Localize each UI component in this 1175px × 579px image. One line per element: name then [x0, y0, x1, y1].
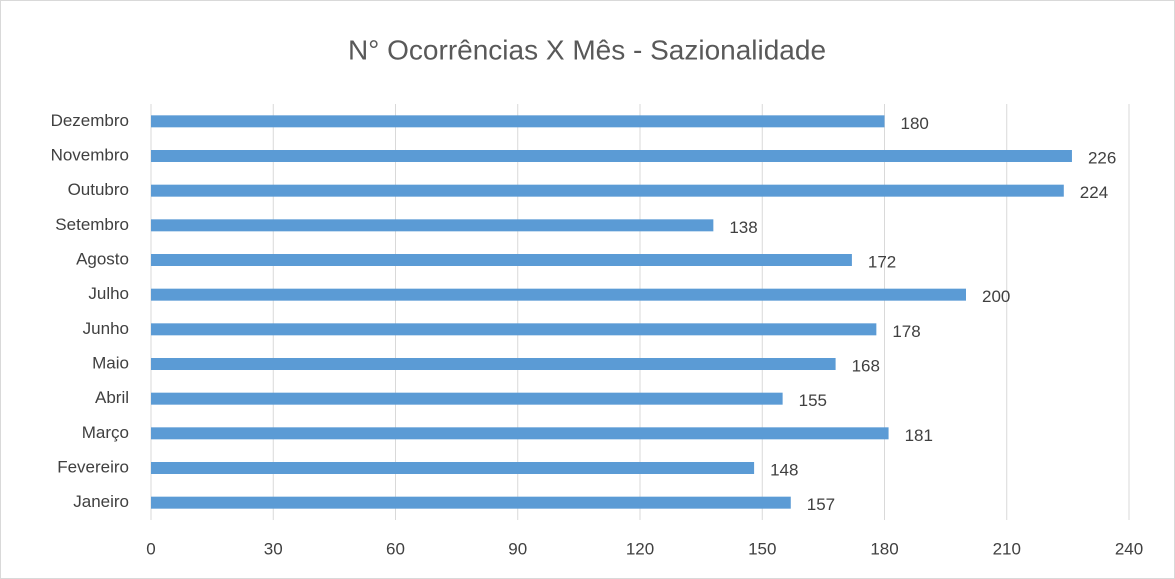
- x-tick-label: 0: [146, 539, 155, 558]
- y-tick-label: Julho: [88, 284, 129, 303]
- x-tick-label: 240: [1115, 539, 1143, 558]
- y-tick-label: Agosto: [76, 249, 129, 268]
- y-tick-label: Abril: [95, 388, 129, 407]
- data-label: 200: [982, 287, 1010, 306]
- y-tick-label: Novembro: [51, 145, 129, 164]
- data-label: 138: [729, 218, 757, 237]
- bar: [151, 288, 966, 301]
- x-tick-label: 150: [748, 539, 776, 558]
- data-label: 178: [892, 322, 920, 341]
- y-tick-label: Outubro: [68, 180, 129, 199]
- y-tick-label: Setembro: [55, 215, 129, 234]
- bar: [151, 358, 836, 370]
- data-label: 180: [901, 114, 929, 133]
- bar: [151, 462, 755, 474]
- y-tick-label: Janeiro: [73, 492, 129, 511]
- bar: [151, 150, 1072, 162]
- data-label: 168: [852, 356, 880, 375]
- data-label: 155: [799, 391, 827, 410]
- bar: [151, 254, 852, 266]
- bar: [151, 323, 877, 336]
- y-tick-label: Fevereiro: [57, 457, 129, 476]
- data-label: 224: [1080, 183, 1108, 202]
- data-label: 148: [770, 460, 798, 479]
- y-tick-label: Dezembro: [51, 111, 129, 130]
- y-tick-label: Junho: [83, 319, 129, 338]
- bar: [151, 496, 791, 509]
- data-label: 157: [807, 495, 835, 514]
- data-label: 226: [1088, 148, 1116, 167]
- x-tick-label: 120: [626, 539, 654, 558]
- chart-title: N° Ocorrências X Mês - Sazionalidade: [348, 34, 826, 65]
- y-tick-label: Março: [82, 423, 129, 442]
- data-label: 172: [868, 252, 896, 271]
- data-label: 181: [905, 426, 933, 445]
- bar: [151, 184, 1064, 197]
- bar: [151, 115, 885, 128]
- x-tick-label: 180: [870, 539, 898, 558]
- x-tick-label: 60: [386, 539, 405, 558]
- x-tick-label: 210: [993, 539, 1021, 558]
- x-tick-label: 90: [508, 539, 527, 558]
- bar: [151, 392, 783, 405]
- x-tick-label: 30: [264, 539, 283, 558]
- y-tick-label: Maio: [92, 353, 129, 372]
- bar: [151, 427, 889, 440]
- bar: [151, 219, 714, 232]
